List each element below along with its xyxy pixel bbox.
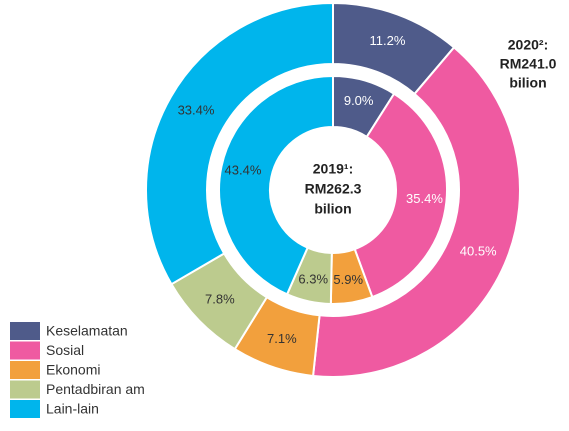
value-label: 43.4% [225, 162, 262, 177]
value-label: 5.9% [333, 272, 363, 287]
center-label: 2019¹: [313, 161, 353, 177]
value-label: 6.3% [298, 271, 328, 286]
value-label: 7.8% [205, 292, 235, 307]
value-label: 40.5% [460, 244, 497, 259]
outer-label: 2020²: [508, 37, 548, 53]
outer-label: bilion [509, 75, 546, 91]
donut-slice [145, 1, 334, 286]
legend-label: Keselamatan [46, 323, 128, 339]
legend-label: Lain-lain [46, 401, 99, 417]
legend-swatch [10, 361, 40, 379]
legend-swatch [10, 400, 40, 418]
legend-swatch [10, 341, 40, 360]
center-label: bilion [314, 201, 351, 217]
legend-label: Pentadbiran am [46, 381, 145, 397]
center-label: RM262.3 [305, 181, 362, 197]
value-label: 9.0% [344, 93, 374, 108]
legend-swatch [10, 322, 40, 340]
value-label: 35.4% [406, 191, 443, 206]
legend-label: Ekonomi [46, 362, 100, 378]
legend-label: Sosial [46, 342, 84, 358]
donut-slice [353, 92, 448, 299]
legend-swatch [10, 380, 40, 399]
outer-label: RM241.0 [500, 56, 557, 72]
value-label: 33.4% [178, 103, 215, 118]
value-label: 11.2% [370, 33, 406, 48]
donut-slice [218, 74, 334, 296]
donut-slice [311, 46, 521, 378]
value-label: 7.1% [267, 331, 297, 346]
